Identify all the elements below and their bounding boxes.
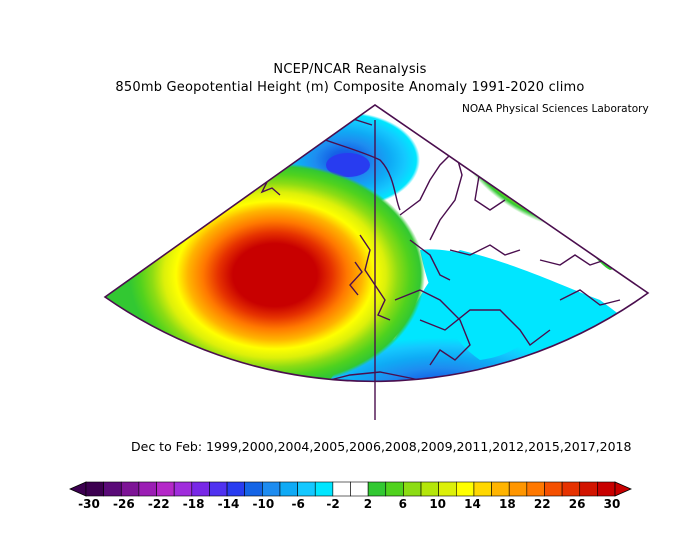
- colorbar-swatch: [279, 481, 298, 497]
- colorbar-swatch: [350, 481, 369, 497]
- colorbar-tick-label: 30: [604, 497, 621, 511]
- composite-dates: Dec to Feb: 1999,2000,2004,2005,2006,200…: [131, 439, 632, 454]
- colorbar-tick-label: -26: [113, 497, 135, 511]
- colorbar-tick-label: 22: [534, 497, 551, 511]
- colorbar-swatch: [438, 481, 457, 497]
- colorbar-swatch: [491, 481, 510, 497]
- colorbar-swatch: [120, 481, 140, 497]
- title-line-1: NCEP/NCAR Reanalysis: [273, 62, 427, 77]
- colorbar-swatch: [226, 481, 245, 497]
- colorbar-swatch: [473, 481, 492, 497]
- colorbar-tick-label: 2: [364, 497, 372, 511]
- credit-label: NOAA Physical Sciences Laboratory: [462, 103, 649, 115]
- colorbar-swatch: [191, 481, 210, 497]
- colorbar-tick-label: -10: [252, 497, 274, 511]
- colorbar-swatch: [332, 481, 351, 497]
- colorbar-swatch: [138, 481, 157, 497]
- colorbar-swatch: [244, 481, 263, 497]
- colorbar-swatch: [297, 481, 316, 497]
- colorbar-swatch: [597, 481, 616, 497]
- colorbar-swatch: [420, 481, 439, 497]
- colorbar-arrow-high: [614, 481, 632, 497]
- colorbar-swatch: [455, 481, 475, 497]
- colorbar-swatch: [314, 481, 334, 497]
- colorbar-tick-label: -6: [292, 497, 305, 511]
- colorbar-swatch: [209, 481, 228, 497]
- colorbar-swatch: [561, 481, 581, 497]
- colorbar-tick-label: -14: [218, 497, 240, 511]
- colorbar-tick-label: 14: [464, 497, 481, 511]
- colorbar-swatch: [367, 481, 387, 497]
- colorbar-swatch: [544, 481, 563, 497]
- colorbar-swatch: [85, 481, 104, 497]
- colorbar-tick-label: -22: [148, 497, 170, 511]
- colorbar-tick-label: -18: [183, 497, 205, 511]
- colorbar-swatch: [526, 481, 545, 497]
- colorbar-arrow-low: [69, 481, 87, 497]
- title-line-2: 850mb Geopotential Height (m) Composite …: [115, 80, 585, 95]
- colorbar-tick-label: -30: [78, 497, 100, 511]
- colorbar-tick-label: -2: [326, 497, 339, 511]
- colorbar-swatch: [579, 481, 598, 497]
- colorbar-swatch: [173, 481, 193, 497]
- colorbar-swatch: [508, 481, 528, 497]
- colorbar-swatch: [262, 481, 281, 497]
- colorbar-tick-label: 26: [569, 497, 586, 511]
- colorbar-tick-label: 10: [429, 497, 446, 511]
- colorbar-tick-label: 18: [499, 497, 516, 511]
- colorbar-swatch: [103, 481, 122, 497]
- colorbar-swatch: [156, 481, 175, 497]
- colorbar-swatch: [403, 481, 422, 497]
- colorbar-tick-label: 6: [399, 497, 407, 511]
- colorbar-swatch: [385, 481, 404, 497]
